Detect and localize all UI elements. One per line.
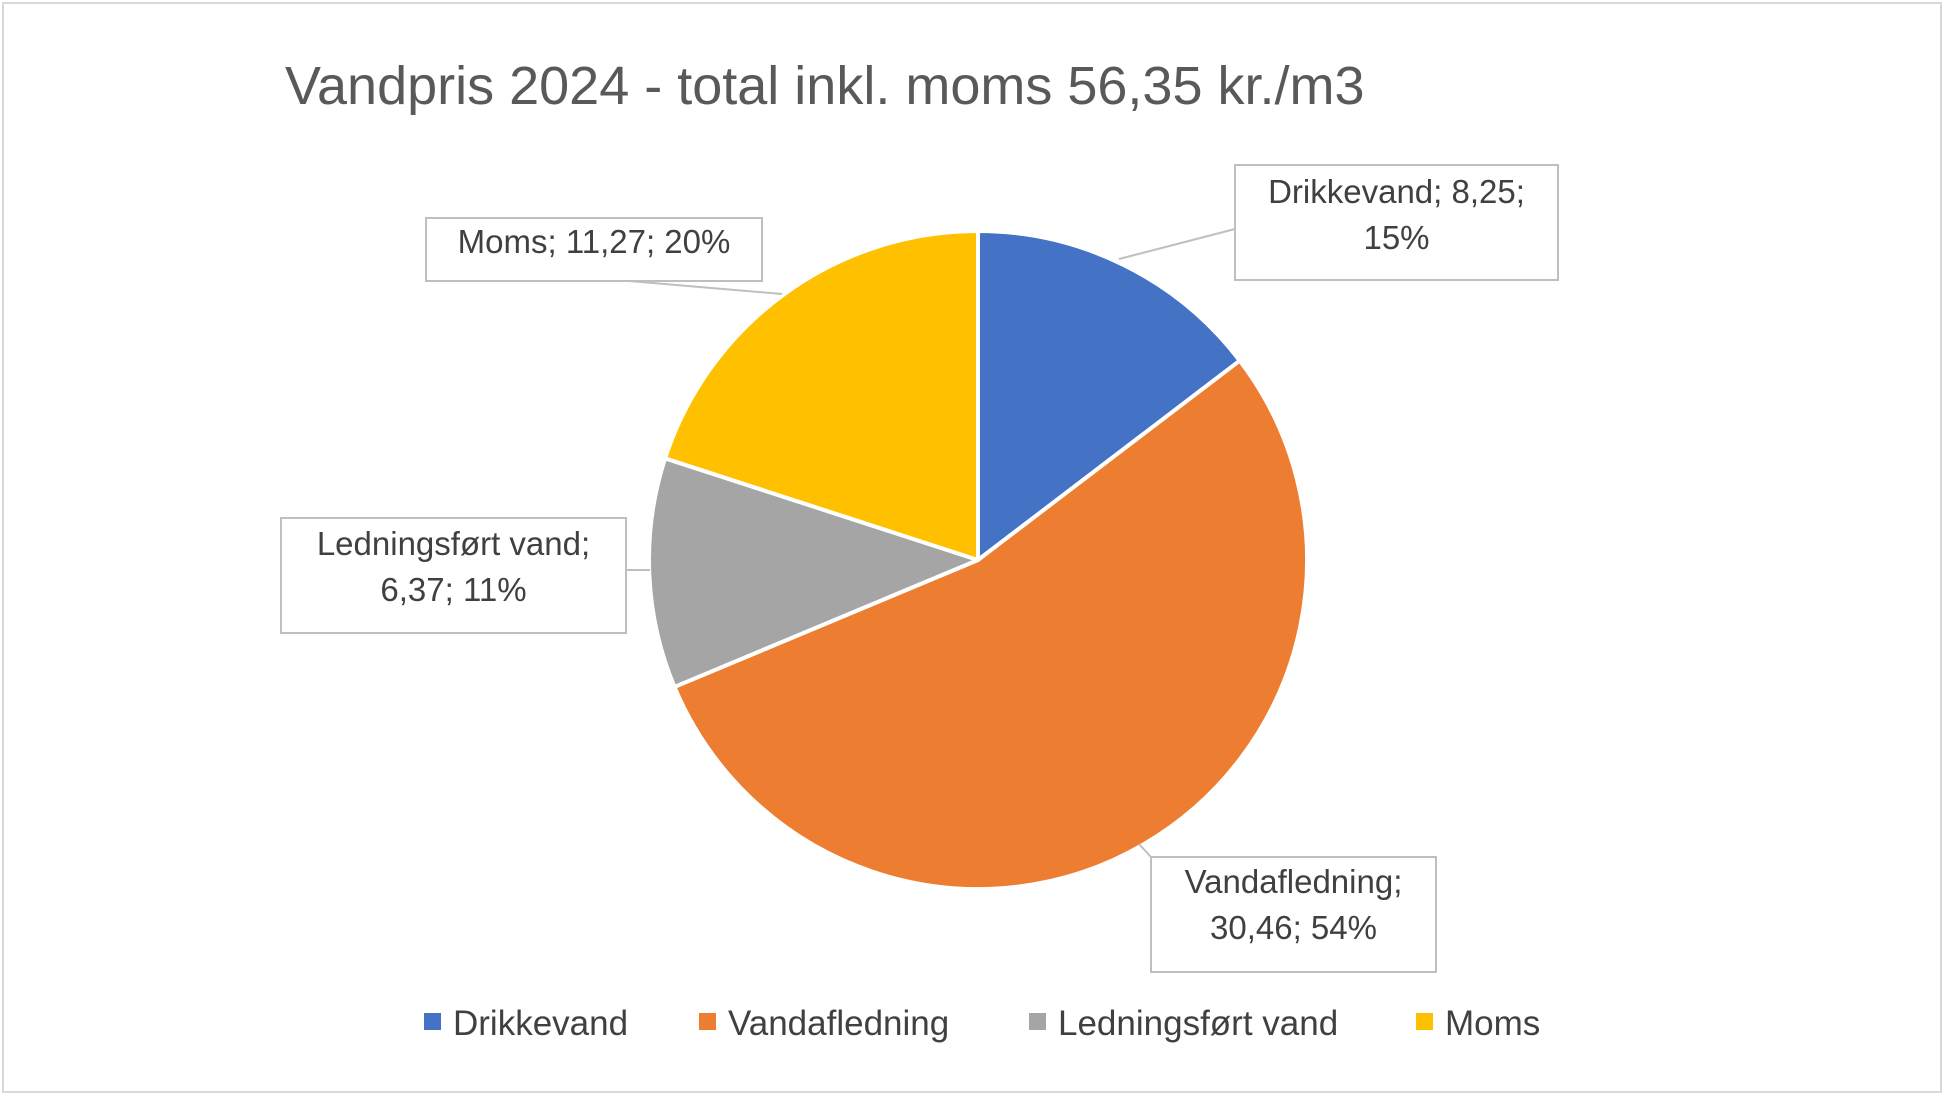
legend-swatch-ledningsfort-vand <box>1029 1013 1046 1030</box>
data-label-moms: Moms; 11,27; 20% <box>458 223 731 260</box>
data-label-vandafledning: Vandafledning; <box>1185 863 1403 900</box>
data-label-box-drikkevand <box>1234 164 1559 281</box>
legend-label-moms: Moms <box>1445 1004 1540 1043</box>
data-label-vandafledning: 30,46; 54% <box>1210 909 1377 946</box>
data-label-box-ledningsfort-vand <box>280 517 627 634</box>
data-label-box-moms <box>425 217 763 282</box>
data-labels: Drikkevand; 8,25; 15% Vandafledning; 30,46;… <box>280 164 1559 973</box>
data-label-ledningsfort-vand: Ledningsført vand; <box>317 525 590 562</box>
leader-line-vandafledning <box>1138 843 1152 858</box>
leader-line-drikkevand <box>1118 228 1236 260</box>
chart-title: Vandpris 2024 - total inkl. moms 56,35 k… <box>285 56 1365 116</box>
legend-label-ledningsfort-vand: Ledningsført vand <box>1058 1004 1338 1043</box>
data-label-ledningsfort-vand: 6,37; 11% <box>380 571 526 608</box>
data-label-drikkevand: Drikkevand; 8,25; <box>1268 173 1525 210</box>
legend-label-drikkevand: Drikkevand <box>453 1004 628 1043</box>
pie-slice-moms <box>663 229 980 562</box>
leader-lines <box>626 228 1236 858</box>
data-label-drikkevand: 15% <box>1363 219 1429 256</box>
pie-slice-ledningsfort-vand <box>647 456 980 689</box>
leader-line-moms <box>628 280 783 295</box>
legend-label-vandafledning: Vandafledning <box>728 1004 949 1043</box>
pie-chart: Vandpris 2024 - total inkl. moms 56,35 k… <box>280 56 1559 1043</box>
legend-swatch-vandafledning <box>699 1013 716 1030</box>
legend-swatch-drikkevand <box>424 1013 441 1030</box>
legend-swatch-moms <box>1416 1013 1433 1030</box>
data-label-box-vandafledning <box>1150 856 1437 973</box>
pie-slice-drikkevand <box>976 229 1242 562</box>
legend: Drikkevand Vandafledning Ledningsført vand… <box>424 1004 1540 1043</box>
pie-slices <box>647 229 1310 891</box>
pie-slice-vandafledning <box>672 358 1310 891</box>
